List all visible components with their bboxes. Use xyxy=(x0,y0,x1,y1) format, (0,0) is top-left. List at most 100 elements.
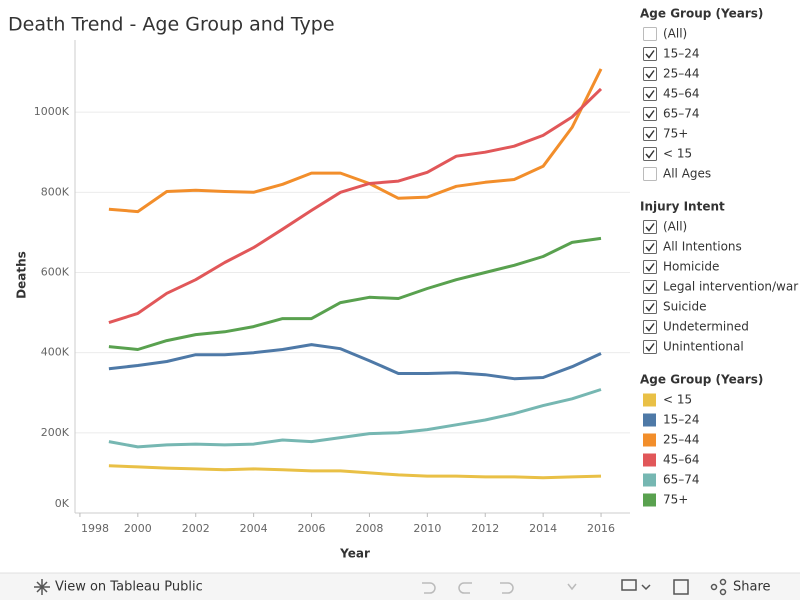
filter-option-label[interactable]: 45–64 xyxy=(663,87,700,101)
filter-option[interactable]: 45–64 xyxy=(643,87,700,101)
filter-title: Age Group (Years) xyxy=(640,7,763,21)
toolbar xyxy=(0,573,800,600)
filter-option-label[interactable]: 65–74 xyxy=(663,107,700,121)
legend-title: Age Group (Years) xyxy=(640,373,763,387)
series-line xyxy=(108,388,602,449)
filter-title: Injury Intent xyxy=(640,200,725,214)
checkmark xyxy=(645,90,655,99)
checkmark xyxy=(645,130,655,139)
filter-option-label[interactable]: 75+ xyxy=(663,127,688,141)
filter-option-label[interactable]: (All) xyxy=(663,220,687,234)
x-tick-label: 2012 xyxy=(471,522,499,535)
checkbox[interactable] xyxy=(643,240,657,254)
checkbox[interactable] xyxy=(643,280,657,294)
filter-option-label[interactable]: All Intentions xyxy=(663,240,742,254)
legend-swatch xyxy=(643,473,656,487)
share-button[interactable]: Share xyxy=(733,580,771,595)
checkbox[interactable] xyxy=(643,220,657,234)
checkbox[interactable] xyxy=(643,27,657,41)
filter-option[interactable]: Legal intervention/war xyxy=(643,280,799,294)
undo-redo-icons xyxy=(422,582,577,594)
filter-option-label[interactable]: Undetermined xyxy=(663,320,749,334)
checkbox[interactable] xyxy=(643,260,657,274)
y-tick-label: 200K xyxy=(41,426,70,439)
checkbox[interactable] xyxy=(643,340,657,354)
y-tick-label: 1000K xyxy=(34,105,70,118)
x-tick-label: 2000 xyxy=(124,522,152,535)
side-panel: Age Group (Years) (All) 15–24 25–44 45–64 65–… xyxy=(640,7,798,507)
x-tick-label: 1998 xyxy=(81,522,109,535)
x-tick-label: 2002 xyxy=(182,522,210,535)
legend-label: 65–74 xyxy=(663,473,700,487)
series-line xyxy=(108,464,602,480)
checkbox[interactable] xyxy=(643,87,657,101)
filter-option[interactable]: All Ages xyxy=(643,167,712,181)
checkbox[interactable] xyxy=(643,147,657,161)
filter-option-label[interactable]: < 15 xyxy=(663,147,692,161)
x-axis-title: Year xyxy=(339,547,370,561)
filter-option-label[interactable]: 25–44 xyxy=(663,67,700,81)
y-tick-label: 0K xyxy=(55,497,70,510)
checkbox[interactable] xyxy=(643,127,657,141)
filter-option[interactable]: Homicide xyxy=(643,260,720,274)
filter-option-label[interactable]: Homicide xyxy=(663,260,719,274)
checkmark xyxy=(645,150,655,159)
filter-option-label[interactable]: (All) xyxy=(663,27,687,41)
checkbox[interactable] xyxy=(643,47,657,61)
checkmark xyxy=(645,323,655,332)
x-tick-label: 2006 xyxy=(298,522,326,535)
legend-label: 15–24 xyxy=(663,413,700,427)
filter-option[interactable]: Undetermined xyxy=(643,320,749,334)
filter-option[interactable]: Suicide xyxy=(643,300,707,314)
chart-title: Death Trend - Age Group and Type xyxy=(8,14,335,36)
legend-label: 45–64 xyxy=(663,453,700,467)
plot-area: 0K 200K 400K 600K 800K 1000K 1998 2000 2002 2004 2… xyxy=(34,40,630,535)
y-tick-label: 800K xyxy=(41,185,70,198)
filter-option[interactable]: All Intentions xyxy=(643,240,742,254)
filter-option[interactable]: 25–44 xyxy=(643,67,700,81)
series-line xyxy=(108,68,603,214)
legend-swatch xyxy=(643,393,656,407)
filter-option-label[interactable]: All Ages xyxy=(663,167,711,181)
series-line xyxy=(108,236,602,351)
filter-option-label[interactable]: 15–24 xyxy=(663,47,700,61)
checkmark xyxy=(645,303,655,312)
filter-option[interactable]: Unintentional xyxy=(643,340,744,354)
x-tick-label: 2010 xyxy=(413,522,441,535)
y-axis-title: Deaths xyxy=(15,251,29,299)
checkmark xyxy=(645,283,655,292)
view-on-tableau-link[interactable]: View on Tableau Public xyxy=(55,580,203,595)
filter-option-label[interactable]: Suicide xyxy=(663,300,707,314)
checkmark xyxy=(645,70,655,79)
checkbox[interactable] xyxy=(643,107,657,121)
checkbox[interactable] xyxy=(643,300,657,314)
checkbox[interactable] xyxy=(643,167,657,181)
legend-swatch xyxy=(643,433,656,447)
checkmark xyxy=(645,223,655,232)
tableau-icon xyxy=(34,579,50,595)
legend-swatch xyxy=(643,493,656,507)
x-tick-label: 2004 xyxy=(240,522,268,535)
filter-option-label[interactable]: Legal intervention/war xyxy=(663,280,798,294)
legend-label: 25–44 xyxy=(663,433,700,447)
filter-option[interactable]: (All) xyxy=(643,220,688,234)
series-line xyxy=(108,87,603,325)
x-tick-label: 2014 xyxy=(529,522,557,535)
toolbar-icons[interactable] xyxy=(621,578,727,596)
filter-option[interactable]: (All) xyxy=(643,27,688,41)
filter-option[interactable]: 75+ xyxy=(643,127,689,141)
legend-swatch xyxy=(643,453,656,467)
checkbox[interactable] xyxy=(643,67,657,81)
legend-label: 75+ xyxy=(663,493,688,507)
filter-option[interactable]: 65–74 xyxy=(643,107,700,121)
filter-option-label[interactable]: Unintentional xyxy=(663,340,744,354)
checkmark xyxy=(645,110,655,119)
series-line xyxy=(108,343,602,381)
checkmark xyxy=(645,243,655,252)
filter-option[interactable]: < 15 xyxy=(643,147,693,161)
checkmark xyxy=(645,343,655,352)
filter-option[interactable]: 15–24 xyxy=(643,47,700,61)
checkmark xyxy=(645,50,655,59)
checkbox[interactable] xyxy=(643,320,657,334)
